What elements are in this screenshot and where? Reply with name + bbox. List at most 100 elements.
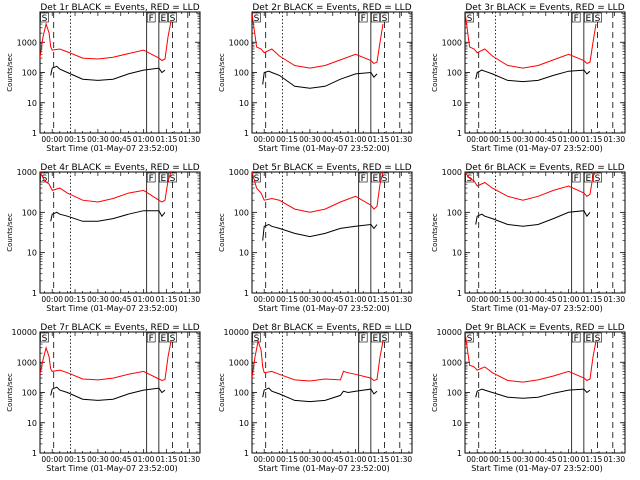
chart-title: Det 8r BLACK = Events, RED = LLD <box>252 323 411 333</box>
event-marker-box <box>571 172 581 183</box>
x-tick-label: 00:00 <box>253 455 275 464</box>
event-marker-label: S <box>42 174 48 184</box>
chart-title: Det 2r BLACK = Events, RED = LLD <box>252 3 411 13</box>
x-tick-label: 00:15 <box>64 455 86 464</box>
y-tick-label: 10000 <box>224 328 249 337</box>
y-tick-label: 100 <box>22 69 37 78</box>
event-marker-label: E <box>373 174 379 184</box>
x-tick-label: 00:00 <box>466 295 488 304</box>
y-tick-label: 100 <box>447 69 462 78</box>
event-marker-box <box>159 172 168 183</box>
event-marker-box <box>371 332 380 343</box>
x-axis-label: Start Time (01-May-07 23:52:00) <box>258 144 389 153</box>
x-tick-label: 01:30 <box>391 135 413 144</box>
x-axis-label: Start Time (01-May-07 23:52:00) <box>471 144 602 153</box>
x-tick-label: 00:00 <box>41 295 63 304</box>
event-marker-box <box>168 332 177 343</box>
chart-title: Det 7r BLACK = Events, RED = LLD <box>40 323 199 333</box>
events-series-line <box>262 387 378 403</box>
y-tick-label: 1000 <box>442 38 462 47</box>
chart-panel-1: Det 1r BLACK = Events, RED = LLD 1 10 100 10… <box>6 3 201 153</box>
lld-series-line <box>465 172 597 201</box>
event-marker-box <box>40 332 49 343</box>
x-tick-label: 01:15 <box>581 455 603 464</box>
x-tick-label: 01:00 <box>133 135 155 144</box>
chart-title: Det 3r BLACK = Events, RED = LLD <box>465 3 624 13</box>
x-tick-label: 00:45 <box>110 455 132 464</box>
x-tick-label: 00:45 <box>322 455 344 464</box>
x-tick-label: 00:15 <box>489 295 511 304</box>
x-tick-label: 01:15 <box>368 295 390 304</box>
plot-frame <box>39 11 201 134</box>
y-tick-label: 10 <box>452 419 462 428</box>
event-marker-label: F <box>361 174 366 184</box>
x-tick-label: 00:00 <box>253 135 275 144</box>
y-tick-label: 100 <box>234 208 249 217</box>
chart-panel-2: Det 2r BLACK = Events, RED = LLD 1 10 100 10… <box>218 3 413 153</box>
y-tick-label: 10000 <box>437 328 462 337</box>
x-tick-label: 00:00 <box>466 135 488 144</box>
event-marker-box <box>40 12 49 23</box>
y-axis-label: Counts/sec <box>431 373 439 412</box>
event-marker-box <box>593 172 602 183</box>
x-axis-label: Start Time (01-May-07 23:52:00) <box>46 464 177 473</box>
y-tick-label: 1 <box>457 129 462 138</box>
event-marker-label: E <box>586 334 592 344</box>
x-tick-label: 00:30 <box>299 455 321 464</box>
x-tick-label: 00:15 <box>276 455 298 464</box>
chart-panel-9: Det 9r BLACK = Events, RED = LLD 1 10 100 10… <box>431 323 626 473</box>
x-tick-label: 01:30 <box>179 295 201 304</box>
event-marker-label: E <box>373 334 379 344</box>
y-tick-label: 10 <box>239 249 249 258</box>
event-marker-label: F <box>574 334 579 344</box>
lld-series-line <box>465 12 597 69</box>
x-tick-label: 01:00 <box>345 295 367 304</box>
y-tick-label: 1 <box>244 289 249 298</box>
event-marker-label: E <box>373 14 379 24</box>
event-marker-label: S <box>595 174 601 184</box>
event-marker-box <box>168 12 177 23</box>
y-tick-label: 10 <box>27 99 37 108</box>
x-axis-label: Start Time (01-May-07 23:52:00) <box>258 304 389 313</box>
event-marker-label: F <box>361 334 366 344</box>
x-tick-label: 01:00 <box>558 135 580 144</box>
chart-title: Det 4r BLACK = Events, RED = LLD <box>40 163 199 173</box>
event-marker-label: S <box>254 334 260 344</box>
x-tick-label: 01:30 <box>604 135 626 144</box>
event-marker-box <box>146 12 156 23</box>
x-tick-label: 00:00 <box>253 295 275 304</box>
event-marker-label: S <box>382 174 388 184</box>
event-marker-box <box>380 172 389 183</box>
event-marker-box <box>584 332 593 343</box>
events-series-line <box>475 69 591 83</box>
plot-frame <box>251 11 413 134</box>
x-axis-label: Start Time (01-May-07 23:52:00) <box>471 464 602 473</box>
events-series-line <box>475 210 591 227</box>
event-marker-label: S <box>382 14 388 24</box>
event-marker-box <box>358 12 368 23</box>
event-marker-label: F <box>149 174 154 184</box>
event-marker-label: F <box>361 14 366 24</box>
event-marker-label: S <box>467 14 473 24</box>
y-tick-label: 1000 <box>17 168 37 177</box>
y-tick-label: 1 <box>457 449 462 458</box>
plot-frame <box>251 171 413 294</box>
y-tick-label: 1 <box>457 289 462 298</box>
y-tick-label: 1000 <box>442 358 462 367</box>
x-tick-label: 00:30 <box>87 455 109 464</box>
y-axis-label: Counts/sec <box>218 53 226 92</box>
chart-title: Det 1r BLACK = Events, RED = LLD <box>40 3 199 13</box>
plot-frame <box>39 331 201 454</box>
events-series-line <box>50 210 166 222</box>
event-marker-box <box>593 332 602 343</box>
chart-panel-3: Det 3r BLACK = Events, RED = LLD 1 10 100 10… <box>431 3 626 153</box>
event-marker-label: F <box>574 14 579 24</box>
event-marker-label: S <box>170 174 176 184</box>
y-tick-label: 100 <box>447 208 462 217</box>
event-marker-label: S <box>467 174 473 184</box>
event-marker-box <box>571 12 581 23</box>
events-series-line <box>50 65 166 81</box>
chart-panel-5: Det 5r BLACK = Events, RED = LLD 1 10 100 10… <box>218 163 413 313</box>
x-tick-label: 00:30 <box>512 455 534 464</box>
x-tick-label: 00:00 <box>41 455 63 464</box>
